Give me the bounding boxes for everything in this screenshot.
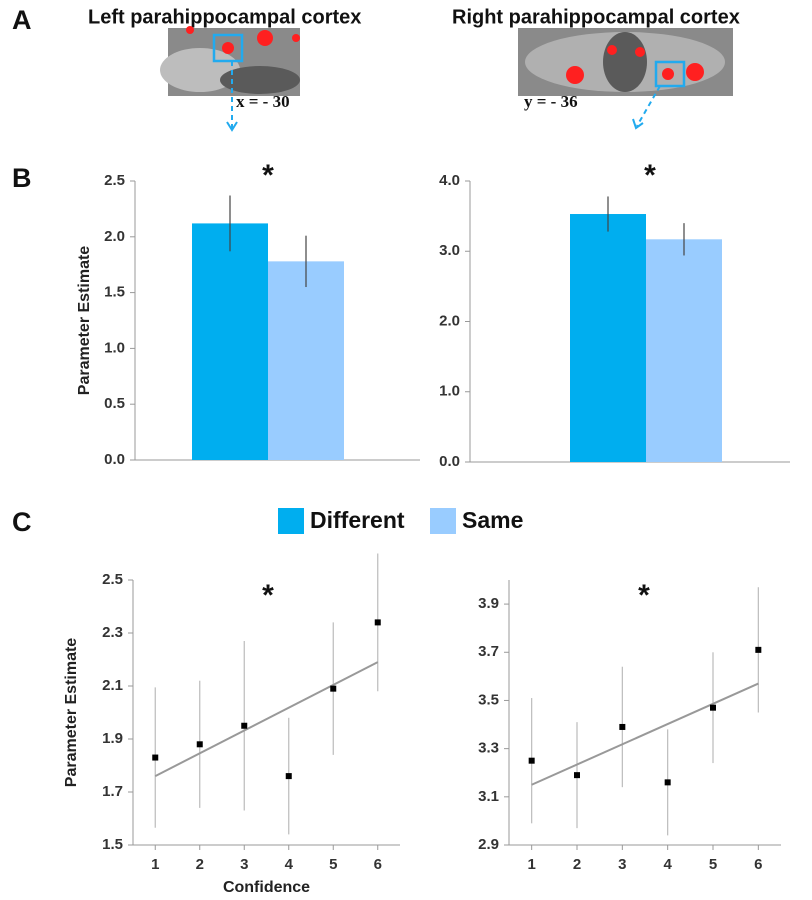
point (755, 647, 761, 653)
x-tick-label: 3 (618, 856, 626, 873)
y-tick-label: 3.1 (478, 788, 499, 805)
x-tick-label: 6 (374, 856, 382, 873)
point (197, 741, 203, 747)
legend-label: Same (462, 507, 523, 533)
point (619, 724, 625, 730)
y-tick-label: 1.0 (439, 383, 460, 400)
brain-image (160, 26, 300, 130)
panel-letter: B (12, 163, 32, 193)
significance-marker: * (262, 579, 274, 612)
y-tick-label: 2.0 (104, 228, 125, 245)
trend-line (532, 684, 759, 785)
brain-coordinate: y = - 36 (524, 92, 578, 111)
y-tick-label: 3.9 (478, 595, 499, 612)
bar (192, 223, 268, 460)
point (529, 758, 535, 764)
x-axis-label: Confidence (223, 879, 310, 896)
x-tick-label: 5 (709, 856, 717, 873)
y-tick-label: 1.5 (102, 836, 123, 853)
point (574, 772, 580, 778)
point (330, 686, 336, 692)
y-tick-label: 2.1 (102, 677, 123, 694)
significance-marker: * (262, 159, 274, 192)
point (286, 773, 292, 779)
y-tick-label: 2.5 (102, 571, 123, 588)
x-tick-label: 1 (151, 856, 159, 873)
y-tick-label: 0.0 (104, 451, 125, 468)
y-tick-label: 1.0 (104, 339, 125, 356)
brain-title: Right parahippocampal cortex (452, 6, 740, 28)
y-tick-label: 3.7 (478, 643, 499, 660)
bar (268, 261, 344, 460)
legend-label: Different (310, 507, 405, 533)
significance-marker: * (644, 159, 656, 192)
y-tick-label: 3.5 (478, 691, 499, 708)
brain-coordinate: x = - 30 (236, 92, 290, 111)
brain-image (518, 28, 733, 128)
panel-letter: C (12, 507, 32, 537)
legend-swatch (430, 508, 456, 534)
x-tick-label: 4 (663, 856, 672, 873)
point (375, 619, 381, 625)
y-tick-label: 0.0 (439, 453, 460, 470)
legend-swatch (278, 508, 304, 534)
y-tick-label: 3.3 (478, 740, 499, 757)
significance-marker: * (638, 579, 650, 612)
point (665, 779, 671, 785)
y-tick-label: 4.0 (439, 172, 460, 189)
x-tick-label: 2 (196, 856, 204, 873)
point (241, 723, 247, 729)
trend-line (155, 662, 378, 776)
bar (646, 239, 722, 462)
y-tick-label: 3.0 (439, 242, 460, 259)
x-tick-label: 5 (329, 856, 337, 873)
figure: A B C Left parahippocampal cortex Right … (0, 0, 812, 900)
x-tick-label: 6 (754, 856, 762, 873)
y-tick-label: 1.5 (104, 284, 125, 301)
y-tick-label: 2.3 (102, 624, 123, 641)
x-tick-label: 3 (240, 856, 248, 873)
y-tick-label: 2.9 (478, 836, 499, 853)
y-tick-label: 1.9 (102, 730, 123, 747)
x-tick-label: 1 (527, 856, 535, 873)
point (152, 755, 158, 761)
y-tick-label: 0.5 (104, 395, 125, 412)
y-axis-label: Parameter Estimate (63, 638, 80, 788)
x-tick-label: 2 (573, 856, 581, 873)
y-tick-label: 2.5 (104, 172, 125, 189)
panel-letter: A (12, 5, 32, 35)
y-axis-label: Parameter Estimate (76, 246, 93, 396)
brain-title: Left parahippocampal cortex (88, 6, 361, 28)
x-tick-label: 4 (285, 856, 294, 873)
bar (570, 214, 646, 462)
y-tick-label: 2.0 (439, 312, 460, 329)
point (710, 705, 716, 711)
y-tick-label: 1.7 (102, 783, 123, 800)
